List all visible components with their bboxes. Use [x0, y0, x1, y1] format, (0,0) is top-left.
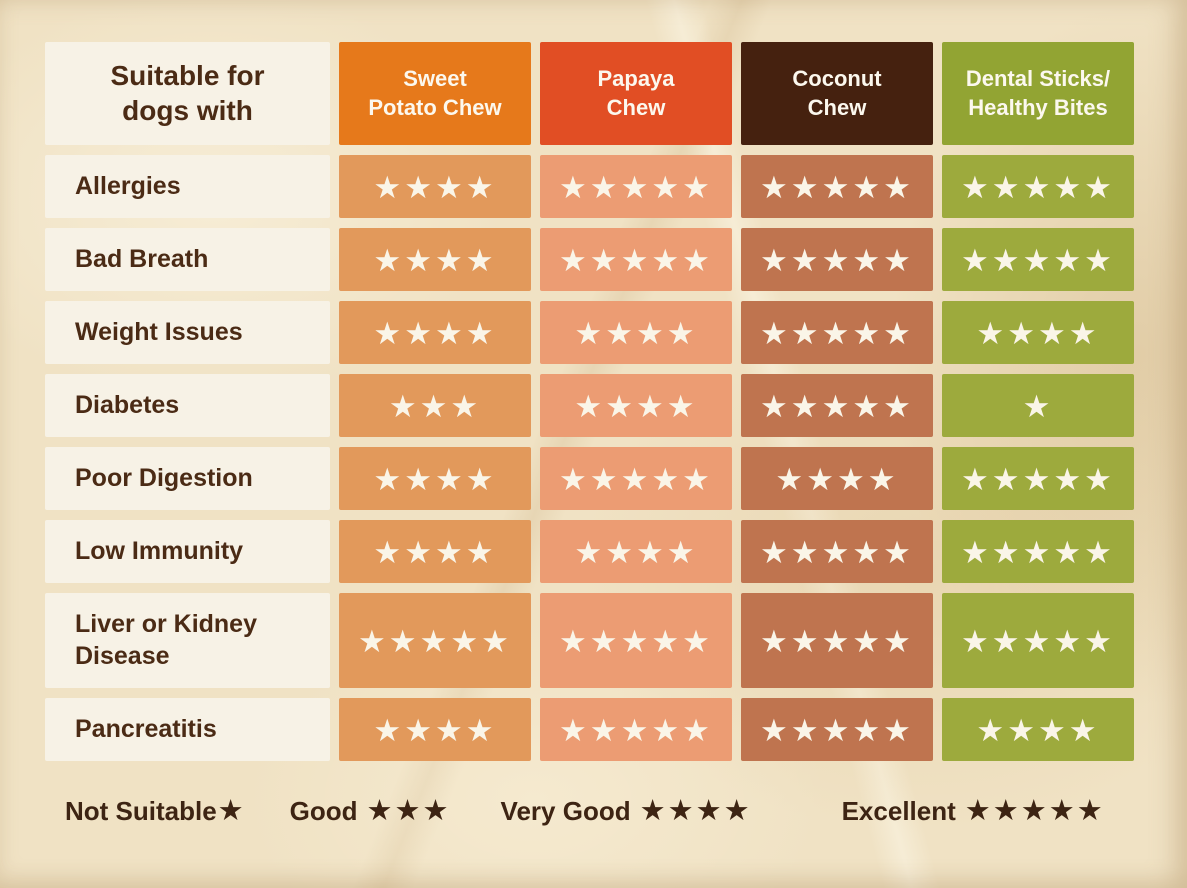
rating-cell: ★★★★★ [741, 301, 933, 364]
rating-cell: ★★★★★ [540, 228, 732, 291]
rating-cell: ★★★★ [339, 447, 531, 510]
rating-cell: ★★★★ [540, 301, 732, 364]
rating-cell: ★★★★★ [942, 228, 1134, 291]
corner-header: Suitable for dogs with [45, 42, 330, 145]
column-header-line: Sweet [403, 65, 467, 91]
legend-stars: ★ [217, 793, 246, 827]
row-label-diabetes: Diabetes [45, 374, 330, 437]
rating-cell: ★★★★ [741, 447, 933, 510]
legend-item-very-good: Very Good ★★★★ [501, 793, 752, 830]
legend-item-excellent: Excellent ★★★★★ [842, 793, 1105, 830]
row-label-weight-issues: Weight Issues [45, 301, 330, 364]
column-header-line: Chew [807, 94, 867, 120]
rating-cell: ★★★★ [339, 698, 531, 761]
rating-cell: ★★★★ [339, 301, 531, 364]
column-header-line: Coconut [792, 65, 882, 91]
rating-cell: ★★★★★ [741, 698, 933, 761]
legend-label: Excellent [841, 796, 956, 826]
column-header-sweet-potato-chew: Sweet Potato Chew [339, 42, 531, 145]
column-header-line: Papaya [597, 65, 675, 91]
rating-cell: ★★★★★ [540, 447, 732, 510]
legend-item-not-suitable: Not Suitable ★ [65, 793, 246, 830]
rating-cell: ★★★★★ [741, 228, 933, 291]
rating-cell: ★★★★★ [339, 593, 531, 688]
rating-cell: ★★★★★ [741, 593, 933, 688]
rating-grid: Suitable for dogs with Sweet Potato Chew… [45, 42, 1134, 761]
column-header-line: Healthy Bites [968, 94, 1108, 120]
legend-stars: ★★★★ [639, 793, 752, 827]
row-label-bad-breath: Bad Breath [45, 228, 330, 291]
rating-cell: ★★★★ [339, 155, 531, 218]
rating-cell: ★★★★★ [540, 698, 732, 761]
rating-cell: ★★★★ [540, 520, 732, 583]
rating-cell: ★★★ [339, 374, 531, 437]
legend-item-good: Good ★★★ [290, 793, 451, 830]
corner-header-line2: dogs with [122, 94, 253, 126]
rating-cell: ★★★★★ [741, 374, 933, 437]
row-label-allergies: Allergies [45, 155, 330, 218]
rating-legend: Not Suitable ★ Good ★★★ Very Good ★★★★ E… [65, 793, 1145, 830]
legend-label: Very Good [500, 796, 631, 826]
rating-cell: ★★★★★ [942, 520, 1134, 583]
column-header-line: Potato Chew [368, 94, 502, 120]
rating-cell: ★★★★★ [540, 593, 732, 688]
row-label-low-immunity: Low Immunity [45, 520, 330, 583]
corner-header-line1: Suitable for [110, 60, 265, 92]
column-header-coconut-chew: Coconut Chew [741, 42, 933, 145]
legend-stars: ★★★ [366, 793, 451, 827]
chew-comparison-table: Suitable for dogs with Sweet Potato Chew… [45, 42, 1134, 761]
rating-cell: ★★★★★ [741, 155, 933, 218]
row-label-pancreatitis: Pancreatitis [45, 698, 330, 761]
rating-cell: ★ [942, 374, 1134, 437]
rating-cell: ★★★★ [942, 301, 1134, 364]
column-header-line: Dental Sticks/ [965, 65, 1111, 91]
rating-cell: ★★★★ [540, 374, 732, 437]
legend-label: Not Suitable [65, 796, 217, 826]
column-header-dental-sticks: Dental Sticks/ Healthy Bites [942, 42, 1134, 145]
rating-cell: ★★★★ [339, 228, 531, 291]
rating-cell: ★★★★★ [942, 155, 1134, 218]
rating-cell: ★★★★★ [741, 520, 933, 583]
rating-cell: ★★★★ [339, 520, 531, 583]
rating-cell: ★★★★ [942, 698, 1134, 761]
rating-cell: ★★★★★ [540, 155, 732, 218]
row-label-liver-or-kidney-disease: Liver or Kidney Disease [45, 593, 330, 688]
legend-label: Good [289, 796, 358, 826]
rating-cell: ★★★★★ [942, 447, 1134, 510]
rating-cell: ★★★★★ [942, 593, 1134, 688]
column-header-papaya-chew: Papaya Chew [540, 42, 732, 145]
column-header-line: Chew [606, 94, 666, 120]
legend-stars: ★★★★★ [964, 793, 1105, 827]
row-label-poor-digestion: Poor Digestion [45, 447, 330, 510]
